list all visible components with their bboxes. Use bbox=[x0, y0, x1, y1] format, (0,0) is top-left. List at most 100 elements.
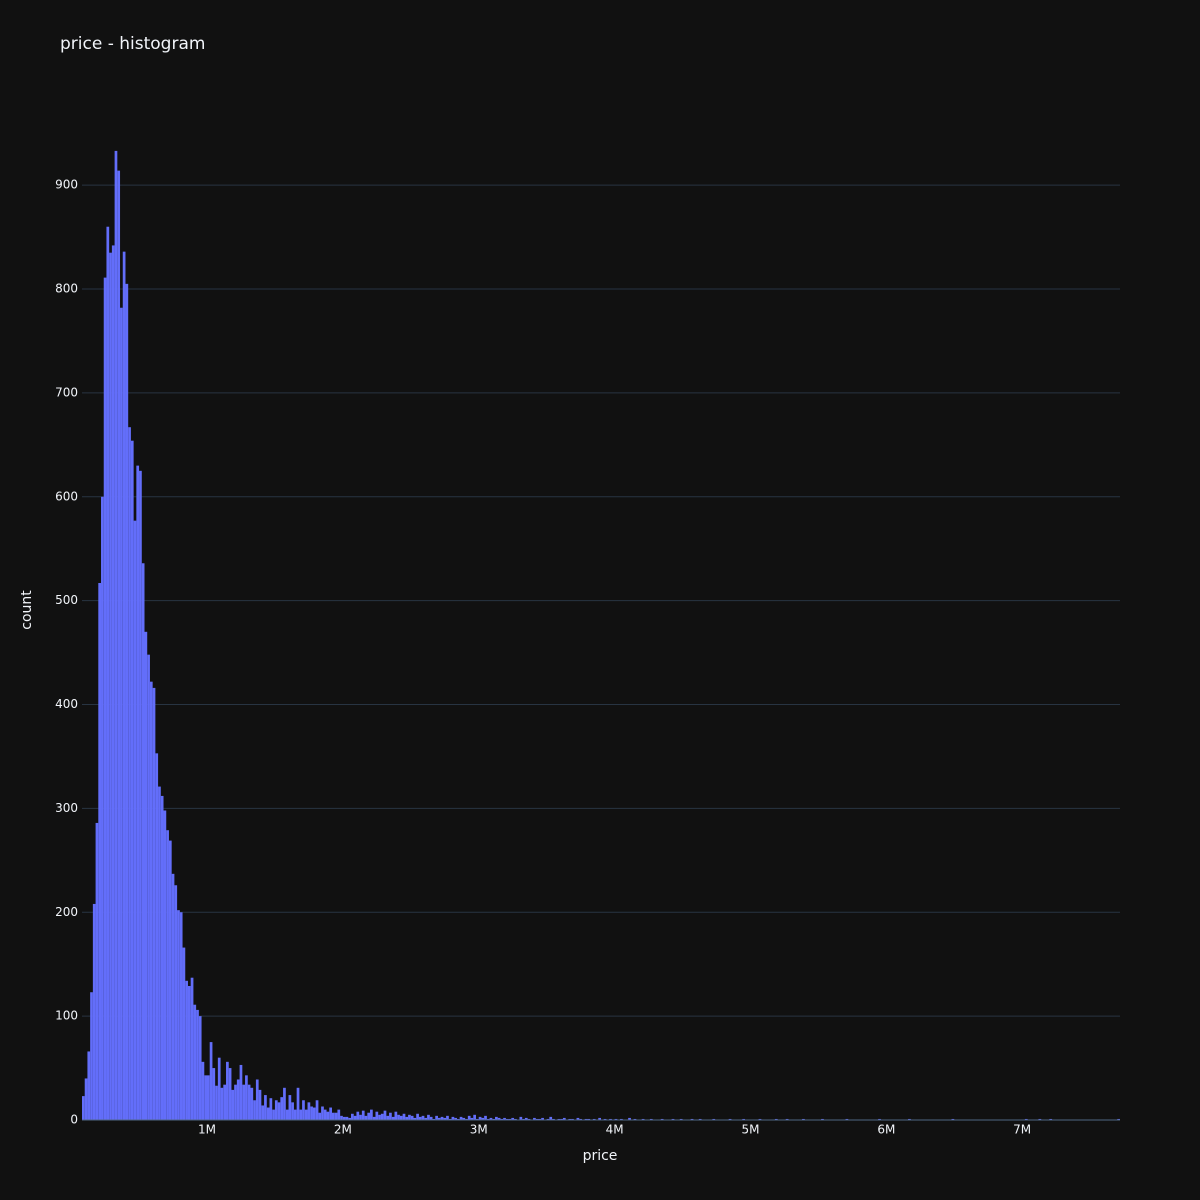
bar bbox=[149, 681, 153, 1120]
bar bbox=[174, 885, 178, 1120]
bar bbox=[785, 1118, 789, 1120]
bar bbox=[437, 1117, 441, 1120]
bar bbox=[541, 1117, 544, 1120]
bar bbox=[533, 1117, 536, 1120]
bar bbox=[378, 1114, 381, 1120]
bar bbox=[348, 1117, 352, 1120]
bar bbox=[370, 1109, 373, 1120]
bar bbox=[120, 307, 123, 1120]
y-tick-label: 300 bbox=[55, 801, 78, 815]
bar bbox=[481, 1117, 485, 1120]
bar bbox=[405, 1116, 409, 1120]
bar bbox=[421, 1115, 425, 1120]
bar bbox=[660, 1118, 664, 1120]
bar bbox=[367, 1112, 371, 1120]
bar bbox=[489, 1117, 493, 1120]
bar bbox=[459, 1116, 463, 1120]
y-axis-title: count bbox=[19, 590, 35, 630]
bar bbox=[283, 1087, 286, 1120]
bar bbox=[234, 1084, 237, 1120]
bar bbox=[163, 810, 167, 1120]
bar bbox=[1049, 1118, 1053, 1120]
bar bbox=[413, 1117, 417, 1120]
bar bbox=[310, 1106, 313, 1120]
grid bbox=[82, 184, 1120, 1121]
bar bbox=[187, 986, 191, 1120]
bar bbox=[95, 822, 99, 1120]
bar bbox=[255, 1079, 259, 1120]
bar bbox=[397, 1114, 400, 1120]
bar bbox=[503, 1117, 506, 1120]
bar bbox=[264, 1095, 267, 1120]
bar bbox=[394, 1111, 398, 1120]
bar bbox=[492, 1118, 496, 1120]
bar bbox=[296, 1087, 300, 1120]
bar bbox=[239, 1064, 243, 1120]
x-tick-label: 2M bbox=[334, 1123, 352, 1137]
bar bbox=[557, 1118, 561, 1120]
bar bbox=[215, 1085, 218, 1120]
bar bbox=[84, 1078, 88, 1120]
bar bbox=[92, 903, 96, 1120]
bar bbox=[226, 1061, 229, 1120]
bar bbox=[185, 980, 188, 1120]
bar bbox=[242, 1084, 246, 1120]
bar bbox=[133, 520, 137, 1120]
bar bbox=[598, 1117, 601, 1120]
bar bbox=[258, 1089, 262, 1120]
x-tick-label: 6M bbox=[877, 1123, 895, 1137]
bar bbox=[538, 1118, 542, 1120]
bar bbox=[519, 1116, 523, 1120]
bar bbox=[549, 1116, 553, 1120]
bar bbox=[465, 1118, 468, 1120]
y-tick-label: 200 bbox=[55, 905, 78, 919]
bar bbox=[587, 1118, 591, 1120]
bar bbox=[614, 1118, 618, 1120]
bar bbox=[261, 1105, 265, 1120]
bar bbox=[372, 1116, 376, 1120]
bar bbox=[204, 1075, 207, 1120]
bar bbox=[326, 1111, 330, 1120]
bar bbox=[147, 654, 150, 1120]
bar bbox=[109, 252, 112, 1121]
bar bbox=[171, 873, 175, 1120]
bar bbox=[318, 1112, 322, 1120]
bar bbox=[106, 226, 110, 1121]
bar bbox=[446, 1115, 449, 1120]
bar bbox=[90, 992, 93, 1120]
bar bbox=[440, 1116, 444, 1120]
bar bbox=[742, 1118, 746, 1120]
bar bbox=[728, 1118, 732, 1120]
x-tick-label: 4M bbox=[606, 1123, 624, 1137]
bar bbox=[620, 1118, 623, 1120]
bar bbox=[182, 947, 186, 1120]
bar bbox=[269, 1098, 273, 1120]
bar bbox=[628, 1117, 631, 1120]
bar bbox=[364, 1115, 368, 1120]
bar bbox=[141, 563, 145, 1120]
bar bbox=[908, 1118, 911, 1120]
bar bbox=[340, 1115, 343, 1120]
bar bbox=[247, 1084, 251, 1120]
bar bbox=[323, 1109, 327, 1120]
bar bbox=[821, 1118, 824, 1120]
bar bbox=[266, 1107, 270, 1120]
bar bbox=[160, 795, 164, 1120]
bar bbox=[220, 1087, 224, 1120]
bar bbox=[130, 440, 134, 1120]
bar bbox=[486, 1118, 490, 1120]
bar bbox=[280, 1097, 284, 1120]
bar bbox=[508, 1118, 512, 1120]
y-tick-label: 500 bbox=[55, 593, 78, 607]
bar bbox=[383, 1110, 387, 1120]
bar bbox=[524, 1117, 528, 1120]
bar bbox=[690, 1118, 694, 1120]
bar bbox=[155, 753, 159, 1120]
bar bbox=[671, 1118, 675, 1120]
bar bbox=[331, 1112, 335, 1120]
bar bbox=[125, 283, 129, 1121]
bar bbox=[168, 840, 172, 1120]
y-tick-label: 100 bbox=[55, 1009, 78, 1023]
bar bbox=[198, 1016, 202, 1120]
bar bbox=[562, 1117, 566, 1120]
